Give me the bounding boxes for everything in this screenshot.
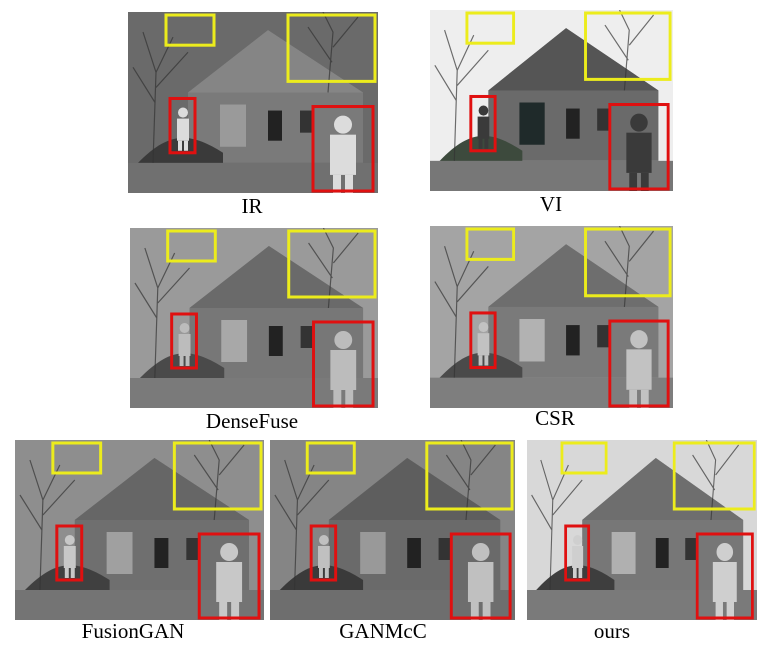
panel: VI (430, 10, 673, 216)
panel-image (128, 12, 378, 193)
panel-caption: CSR (535, 406, 575, 430)
panel: FusionGAN (15, 440, 264, 643)
panel: IR (128, 12, 378, 218)
panel-image (430, 10, 673, 191)
panel-image (270, 440, 515, 620)
panel: GANMcC (270, 440, 515, 643)
panel-caption: GANMcC (339, 619, 427, 643)
panel: CSR (430, 226, 673, 430)
panel-caption: VI (540, 192, 562, 216)
panel: DenseFuse (130, 228, 378, 433)
panel-caption: DenseFuse (206, 409, 298, 433)
panel-image (430, 226, 673, 408)
panel-caption: ours (594, 619, 630, 643)
panel-caption: FusionGAN (82, 619, 185, 643)
figure: IR VI DenseFuse CSR FusionGAN GANMcC ours (0, 0, 757, 646)
panel-image (130, 228, 378, 408)
panel-image (15, 440, 264, 620)
panel-image (527, 440, 757, 620)
panel-caption: IR (242, 194, 263, 218)
panel: ours (527, 440, 757, 643)
